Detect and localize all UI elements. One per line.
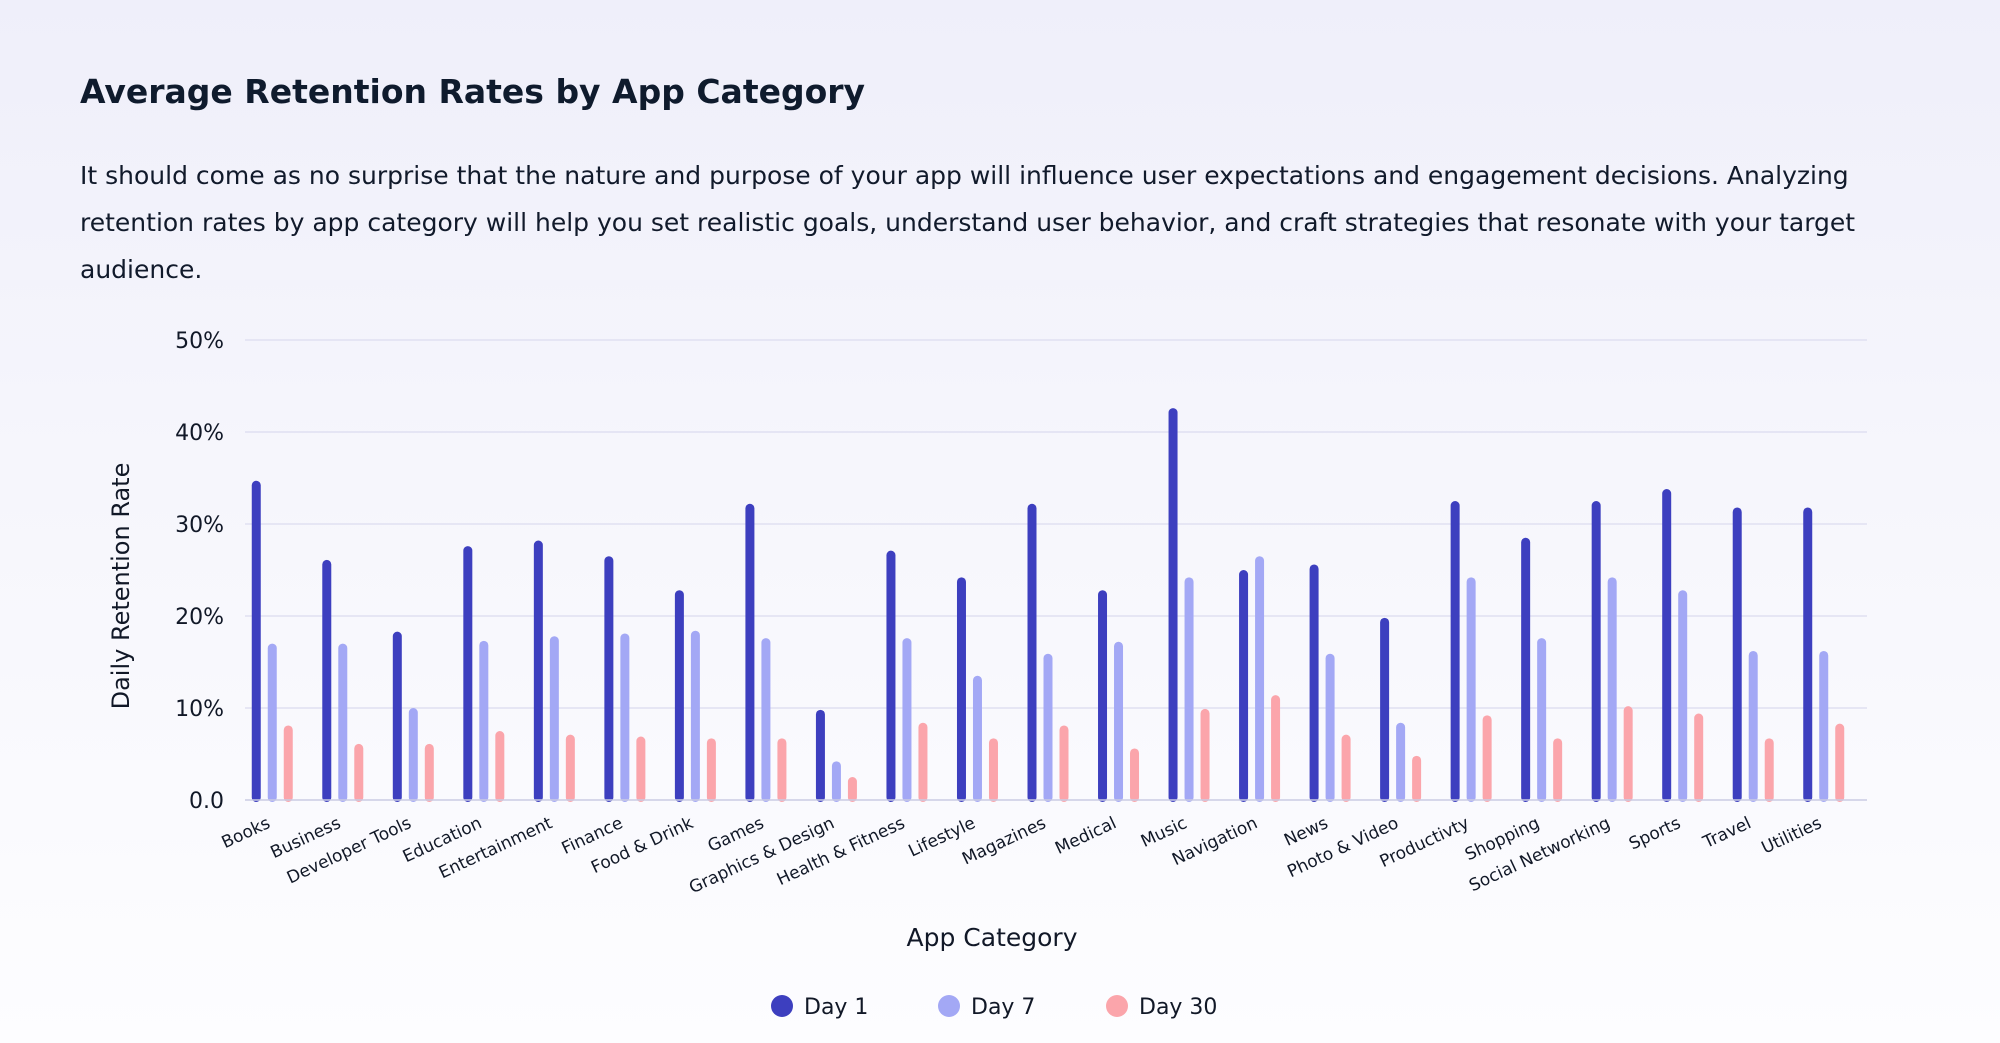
bar-day-7[interactable] bbox=[972, 675, 982, 802]
x-tick-label: Travel bbox=[1699, 813, 1754, 853]
legend-item-day-1[interactable]: Day 1 bbox=[771, 995, 868, 1020]
bar-day-30[interactable] bbox=[777, 738, 787, 802]
bar-day-1[interactable] bbox=[1168, 408, 1178, 802]
bar-day-1[interactable] bbox=[1309, 564, 1319, 802]
bar-day-7[interactable] bbox=[1114, 641, 1124, 802]
bar-day-7[interactable] bbox=[1184, 577, 1194, 802]
y-tick-label: 10% bbox=[175, 697, 224, 722]
bar-day-30[interactable] bbox=[1835, 723, 1845, 802]
bar-day-1[interactable] bbox=[533, 540, 543, 802]
bar-day-1[interactable] bbox=[1662, 489, 1672, 802]
bar-day-1[interactable] bbox=[1732, 507, 1742, 802]
bar-day-1[interactable] bbox=[322, 559, 332, 802]
bar-day-30[interactable] bbox=[1412, 755, 1422, 802]
bar-day-30[interactable] bbox=[1553, 738, 1563, 802]
x-tick-label: Sports bbox=[1626, 813, 1684, 854]
y-tick-label: 0.0 bbox=[189, 789, 224, 814]
bar-day-7[interactable] bbox=[479, 640, 489, 802]
x-tick-label: Books bbox=[219, 813, 274, 853]
y-axis-ticks: 0.0 10% 20% 30% 40% 50% bbox=[175, 329, 224, 814]
bar-day-7[interactable] bbox=[1396, 722, 1406, 802]
bar-day-7[interactable] bbox=[338, 643, 348, 802]
bar-day-30[interactable] bbox=[495, 731, 505, 802]
bar-day-30[interactable] bbox=[1271, 695, 1281, 802]
y-tick-label: 30% bbox=[175, 513, 224, 538]
bar-day-1[interactable] bbox=[463, 546, 473, 802]
bar-day-7[interactable] bbox=[620, 633, 630, 802]
x-tick-label: Utilities bbox=[1758, 813, 1825, 858]
bar-day-30[interactable] bbox=[1200, 708, 1210, 802]
y-tick-label: 50% bbox=[175, 329, 224, 354]
bar-day-30[interactable] bbox=[1341, 734, 1351, 802]
bar-day-1[interactable] bbox=[815, 709, 825, 802]
page-title: Average Retention Rates by App Category bbox=[80, 72, 866, 111]
legend-item-day-7[interactable]: Day 7 bbox=[938, 995, 1035, 1020]
x-tick-label: Medical bbox=[1052, 813, 1119, 859]
bar-day-7[interactable] bbox=[1325, 653, 1335, 802]
bar-day-1[interactable] bbox=[745, 503, 755, 802]
bar-day-1[interactable] bbox=[674, 590, 684, 802]
bar-day-1[interactable] bbox=[392, 631, 402, 802]
bar-day-30[interactable] bbox=[1130, 748, 1140, 802]
bar-day-7[interactable] bbox=[1466, 577, 1476, 802]
bar-day-30[interactable] bbox=[1623, 706, 1633, 802]
bar-day-7[interactable] bbox=[408, 708, 418, 802]
bar-day-7[interactable] bbox=[1678, 590, 1688, 802]
bar-day-1[interactable] bbox=[251, 480, 261, 802]
bar-day-30[interactable] bbox=[847, 777, 857, 802]
y-axis-label: Daily Retention Rate bbox=[107, 463, 135, 710]
y-tick-label: 40% bbox=[175, 421, 224, 446]
bar-day-7[interactable] bbox=[267, 643, 277, 802]
bar-day-7[interactable] bbox=[1043, 653, 1053, 802]
bar-day-1[interactable] bbox=[1098, 590, 1108, 802]
bar-day-30[interactable] bbox=[1482, 715, 1492, 802]
bar-day-1[interactable] bbox=[1450, 501, 1460, 802]
bar-day-30[interactable] bbox=[565, 734, 575, 802]
bar-day-7[interactable] bbox=[1537, 638, 1547, 802]
bar-day-7[interactable] bbox=[1748, 650, 1758, 802]
bar-day-7[interactable] bbox=[761, 638, 771, 802]
legend-label: Day 1 bbox=[804, 995, 868, 1020]
bar-day-1[interactable] bbox=[604, 556, 614, 802]
bar-day-30[interactable] bbox=[918, 722, 928, 802]
legend[interactable]: Day 1 Day 7 Day 30 bbox=[771, 995, 1217, 1020]
bar-day-1[interactable] bbox=[1239, 570, 1249, 802]
y-tick-label: 20% bbox=[175, 605, 224, 630]
bar-day-7[interactable] bbox=[1607, 577, 1617, 802]
bar-day-1[interactable] bbox=[956, 577, 966, 802]
legend-item-day-30[interactable]: Day 30 bbox=[1106, 995, 1217, 1020]
bar-day-30[interactable] bbox=[636, 736, 646, 802]
bar-day-30[interactable] bbox=[354, 743, 364, 802]
bar-day-30[interactable] bbox=[706, 738, 716, 802]
bar-day-1[interactable] bbox=[886, 550, 896, 802]
legend-label: Day 30 bbox=[1139, 995, 1217, 1020]
bar-day-7[interactable] bbox=[831, 761, 841, 802]
bar-day-1[interactable] bbox=[1591, 501, 1601, 802]
bar-day-30[interactable] bbox=[1764, 738, 1774, 802]
bar-day-7[interactable] bbox=[1255, 556, 1265, 802]
legend-swatch bbox=[938, 995, 960, 1017]
bars bbox=[251, 408, 1845, 802]
bar-day-30[interactable] bbox=[988, 738, 998, 802]
bar-day-7[interactable] bbox=[1819, 650, 1829, 802]
page-description: It should come as no surprise that the n… bbox=[80, 161, 1856, 284]
bar-day-30[interactable] bbox=[283, 725, 293, 802]
x-tick-label: Developer Tools bbox=[284, 813, 415, 888]
legend-swatch bbox=[1106, 995, 1128, 1017]
bar-day-1[interactable] bbox=[1803, 507, 1813, 802]
bar-day-7[interactable] bbox=[549, 636, 559, 802]
bar-day-30[interactable] bbox=[1059, 725, 1069, 802]
legend-label: Day 7 bbox=[971, 995, 1035, 1020]
legend-swatch bbox=[771, 995, 793, 1017]
bar-day-1[interactable] bbox=[1380, 617, 1390, 802]
bar-day-7[interactable] bbox=[690, 630, 700, 802]
bar-day-30[interactable] bbox=[424, 743, 434, 802]
bar-day-30[interactable] bbox=[1694, 713, 1704, 802]
bar-day-1[interactable] bbox=[1027, 503, 1037, 802]
bar-day-1[interactable] bbox=[1521, 537, 1531, 802]
x-axis-label: App Category bbox=[907, 923, 1078, 952]
bar-day-7[interactable] bbox=[902, 638, 912, 802]
